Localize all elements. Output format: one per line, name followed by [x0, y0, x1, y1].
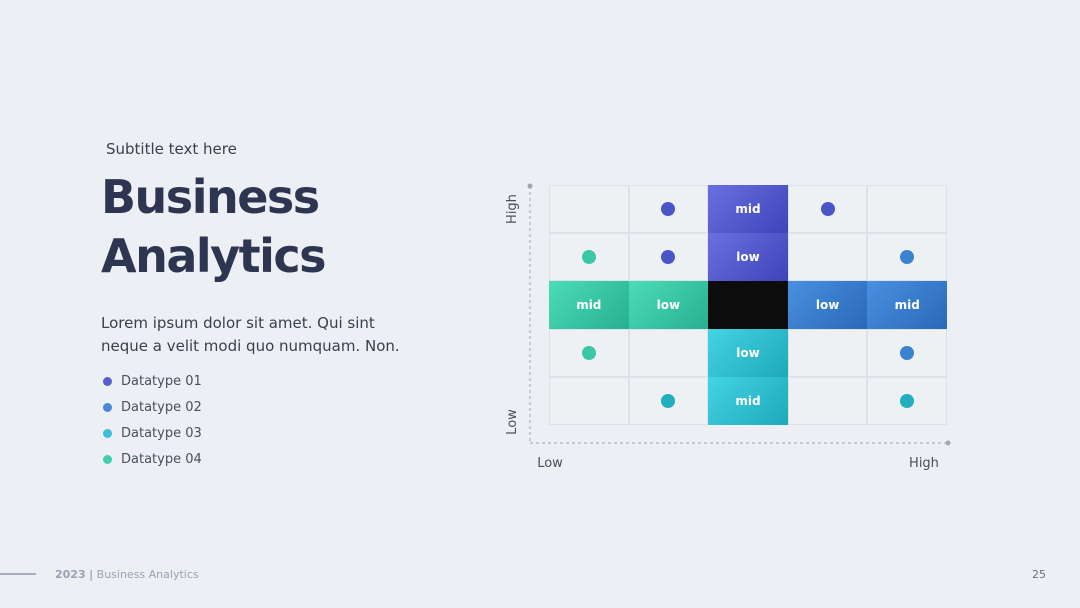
matrix-cell	[549, 377, 629, 425]
matrix-cell	[628, 329, 709, 377]
matrix-cell	[628, 377, 709, 425]
x-axis-left: Low	[537, 456, 563, 471]
matrix-cell	[549, 233, 629, 281]
axis-end	[945, 440, 951, 446]
page-number: 25	[1032, 568, 1046, 581]
matrix-cell	[867, 329, 947, 377]
body-text: Lorem ipsum dolor sit amet. Qui sint neq…	[101, 314, 400, 355]
matrix-cell	[549, 185, 629, 233]
matrix-dot	[820, 202, 835, 216]
matrix-dot	[661, 250, 676, 264]
y-axis-top: High	[505, 194, 520, 224]
legend-label: Datatype 02	[121, 400, 202, 415]
matrix-dot	[900, 250, 915, 264]
matrix-block: mid	[549, 281, 629, 329]
matrix-dot	[581, 250, 596, 264]
matrix-dot	[661, 202, 676, 216]
matrix-block: low	[628, 281, 709, 329]
legend-item: Datatype 01	[103, 374, 202, 389]
legend-dot	[103, 455, 112, 464]
matrix-cell	[787, 329, 868, 377]
matrix-block: mid	[708, 377, 788, 425]
matrix-cell	[628, 233, 709, 281]
footer-year: 2023	[55, 568, 86, 581]
matrix-cell	[867, 233, 947, 281]
matrix-cell	[787, 233, 868, 281]
subtitle: Subtitle text here	[106, 140, 237, 158]
x-axis-right: High	[909, 456, 939, 471]
matrix-cell	[867, 377, 947, 425]
matrix-cell	[787, 377, 868, 425]
matrix-block: mid	[867, 281, 947, 329]
matrix-dot	[900, 346, 915, 360]
matrix-block	[708, 281, 788, 329]
legend-label: Datatype 03	[121, 426, 202, 441]
matrix-block: low	[708, 233, 788, 281]
legend-item: Datatype 02	[103, 400, 202, 415]
matrix-block: mid	[708, 185, 788, 233]
matrix-block: low	[708, 329, 788, 377]
legend-dot	[103, 377, 112, 386]
legend-label: Datatype 04	[121, 452, 202, 467]
legend-dot	[103, 403, 112, 412]
footer-rule	[0, 573, 36, 575]
y-axis-bottom: Low	[505, 409, 520, 435]
axis-end	[527, 183, 533, 189]
footer-separator: |	[89, 568, 94, 581]
matrix-dot	[661, 394, 676, 408]
footer-text: Business Analytics	[96, 568, 199, 581]
matrix-dot	[581, 346, 596, 360]
matrix-cell	[549, 329, 629, 377]
legend-item: Datatype 03	[103, 426, 202, 441]
legend-label: Datatype 01	[121, 374, 202, 389]
matrix-cell	[628, 185, 709, 233]
title: Business Analytics	[101, 170, 327, 283]
matrix-cell	[867, 185, 947, 233]
matrix-dot	[900, 394, 915, 408]
legend-dot	[103, 429, 112, 438]
matrix-cell	[787, 185, 868, 233]
footer: 2023 | Business Analytics	[55, 568, 199, 581]
legend-item: Datatype 04	[103, 452, 202, 467]
matrix-block: low	[787, 281, 868, 329]
